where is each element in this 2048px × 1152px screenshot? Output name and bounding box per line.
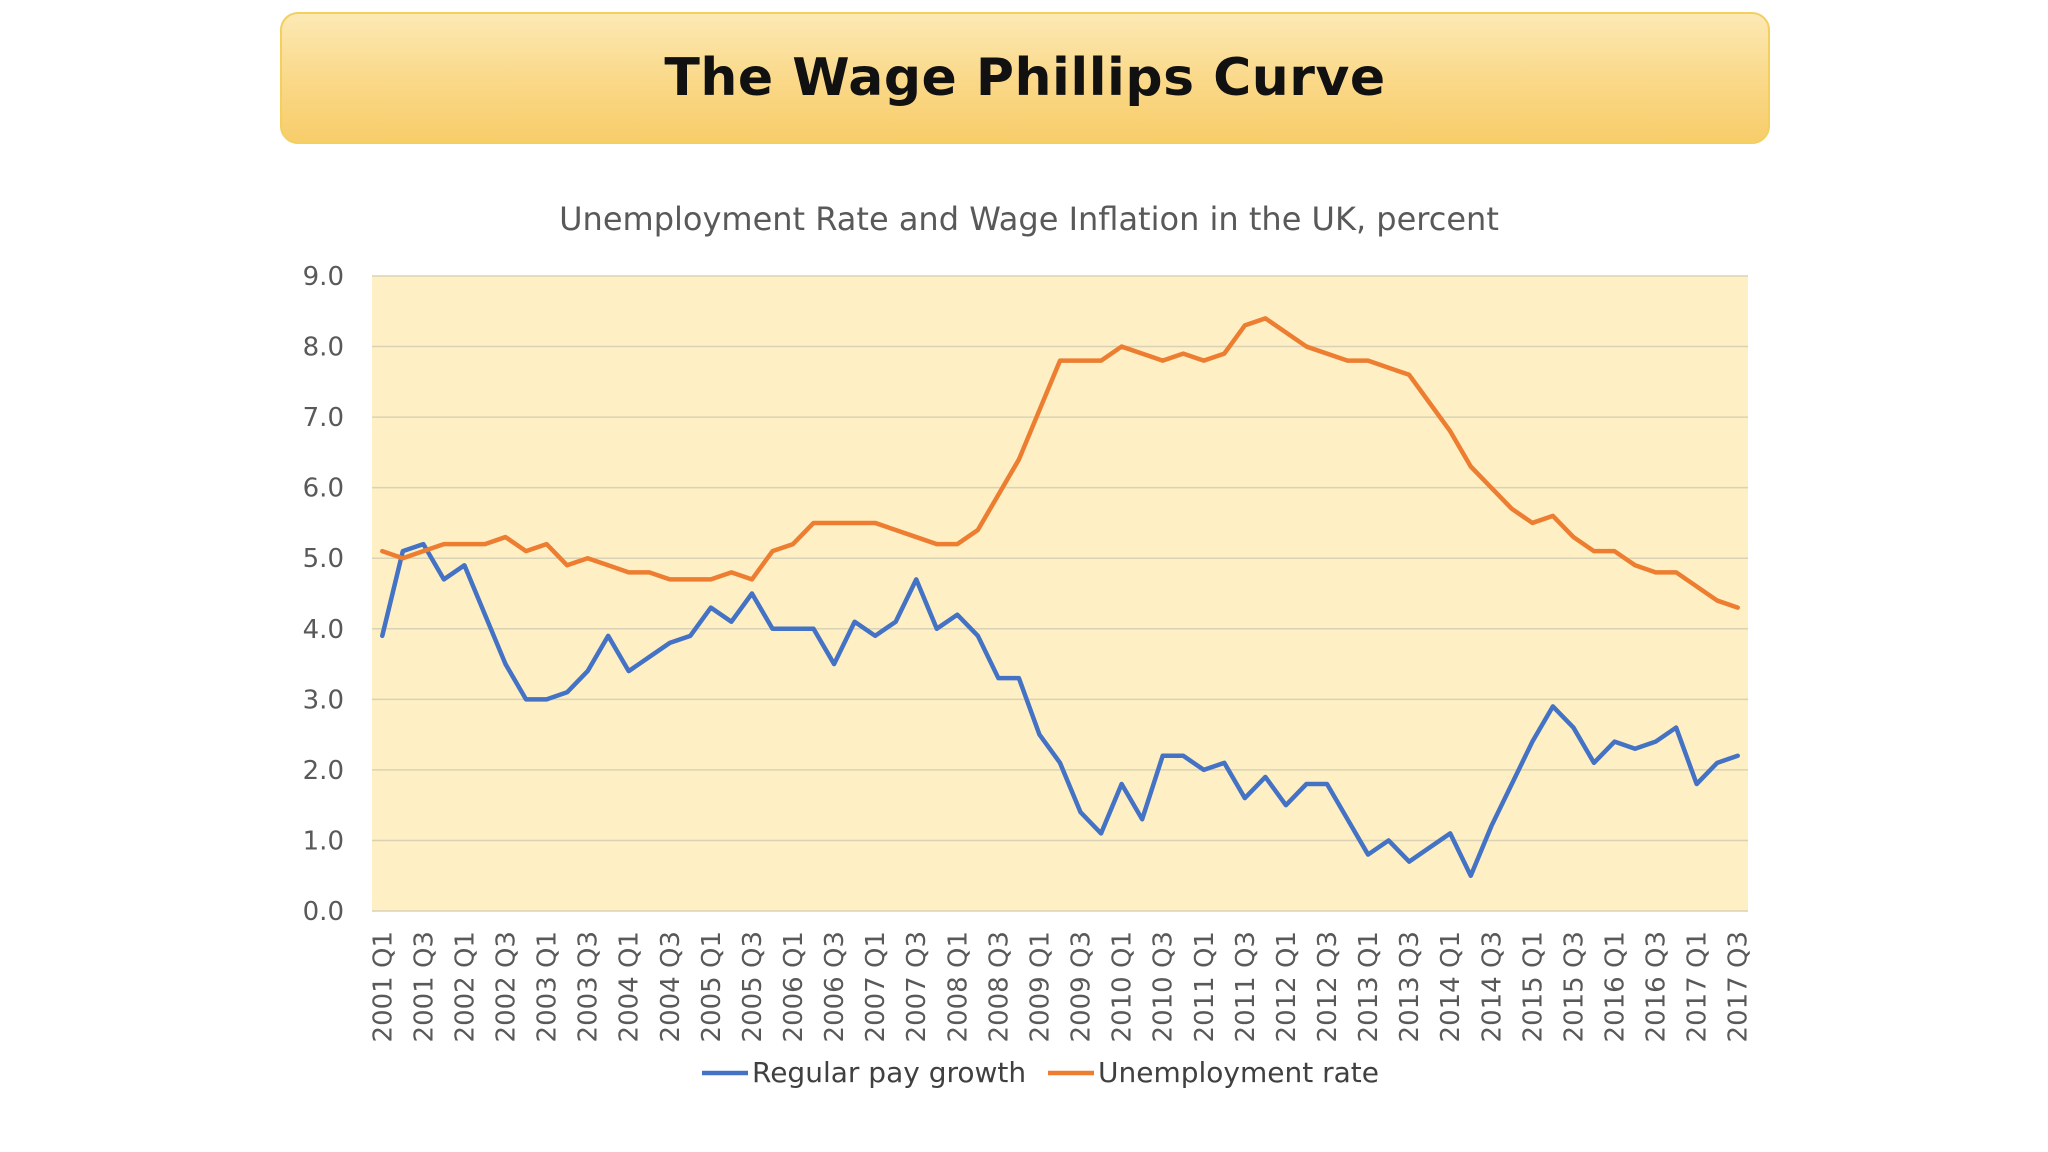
y-tick-label: 6.0 (303, 474, 344, 504)
x-tick-label: 2013 Q3 (1395, 931, 1425, 1042)
x-tick-label: 2002 Q3 (491, 931, 521, 1042)
x-tick-label: 2014 Q3 (1477, 931, 1507, 1042)
y-tick-label: 3.0 (303, 685, 344, 715)
y-tick-label: 1.0 (303, 826, 344, 856)
chart-title: Unemployment Rate and Wage Inflation in … (559, 200, 1499, 238)
y-tick-label: 9.0 (303, 262, 344, 292)
x-tick-label: 2017 Q3 (1724, 931, 1754, 1042)
x-tick-label: 2012 Q3 (1313, 931, 1343, 1042)
x-tick-label: 2014 Q1 (1436, 931, 1466, 1042)
x-tick-label: 2016 Q3 (1642, 931, 1672, 1042)
x-tick-label: 2008 Q1 (943, 931, 973, 1042)
x-tick-label: 2010 Q1 (1108, 931, 1138, 1042)
x-tick-label: 2004 Q1 (615, 931, 645, 1042)
slide-title-banner: The Wage Phillips Curve (280, 12, 1770, 144)
series-line-unemployment (380, 316, 1740, 610)
x-tick-label: 2015 Q1 (1518, 931, 1548, 1042)
x-tick-label: 2011 Q1 (1190, 931, 1220, 1042)
x-tick-label: 2009 Q1 (1025, 931, 1055, 1042)
x-tick-label: 2012 Q1 (1272, 931, 1302, 1042)
x-tick-label: 2013 Q1 (1354, 931, 1384, 1042)
x-tick-label: 2005 Q1 (697, 931, 727, 1042)
legend: Regular pay growth Unemployment rate (702, 1056, 1379, 1089)
series-line-pay-growth (380, 541, 1740, 878)
legend-label: Unemployment rate (1098, 1056, 1379, 1089)
legend-label: Regular pay growth (752, 1056, 1026, 1089)
y-tick-label: 7.0 (303, 403, 344, 433)
x-tick-label: 2004 Q3 (656, 931, 686, 1042)
x-tick-label: 2010 Q3 (1149, 931, 1179, 1042)
x-tick-label: 2017 Q1 (1683, 931, 1713, 1042)
x-tick-label: 2003 Q3 (574, 931, 604, 1042)
x-tick-label: 2003 Q1 (533, 931, 563, 1042)
y-tick-label: 8.0 (303, 333, 344, 363)
x-tick-label: 2015 Q3 (1559, 931, 1589, 1042)
x-tick-label: 2011 Q3 (1231, 931, 1261, 1042)
y-tick-label: 5.0 (303, 544, 344, 574)
y-tick-label: 4.0 (303, 615, 344, 645)
y-tick-label: 0.0 (303, 897, 344, 927)
y-tick-label: 2.0 (303, 756, 344, 786)
plot-area (372, 276, 1748, 911)
x-tick-label: 2002 Q1 (450, 931, 480, 1042)
x-tick-label: 2001 Q1 (368, 931, 398, 1042)
x-tick-label: 2007 Q1 (861, 931, 891, 1042)
x-tick-label: 2016 Q1 (1601, 931, 1631, 1042)
x-tick-label: 2009 Q3 (1067, 931, 1097, 1042)
x-tick-label: 2007 Q3 (902, 931, 932, 1042)
x-tick-label: 2001 Q3 (409, 931, 439, 1042)
x-tick-label: 2005 Q3 (738, 931, 768, 1042)
slide-title: The Wage Phillips Curve (664, 48, 1386, 108)
x-tick-label: 2006 Q1 (779, 931, 809, 1042)
x-tick-label: 2008 Q3 (984, 931, 1014, 1042)
x-tick-label: 2006 Q3 (820, 931, 850, 1042)
